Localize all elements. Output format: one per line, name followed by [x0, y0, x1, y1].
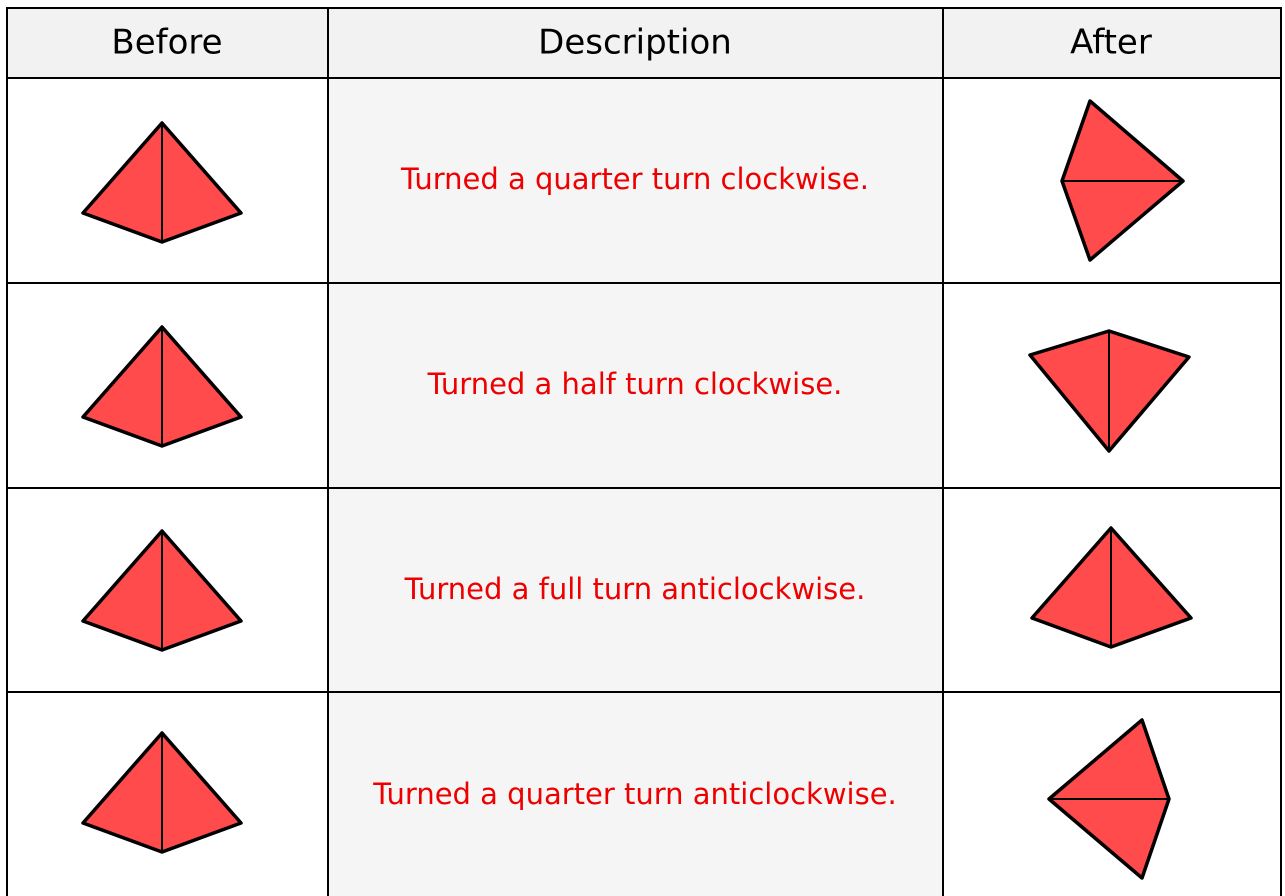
header-background [7, 8, 1281, 78]
after-shape [1028, 99, 1193, 880]
header-cell: Before [111, 23, 222, 63]
description: Turned a quarter turn anticlockwise. [372, 777, 897, 811]
description: Turned a half turn clockwise. [427, 367, 843, 401]
before-shape [81, 121, 243, 854]
header-cell: Description [538, 23, 732, 63]
table-grid [6, 7, 1282, 896]
description: Turned a quarter turn clockwise. [400, 162, 869, 196]
header-cell: After [1070, 23, 1152, 63]
description: Turned a full turn anticlockwise. [404, 572, 866, 606]
